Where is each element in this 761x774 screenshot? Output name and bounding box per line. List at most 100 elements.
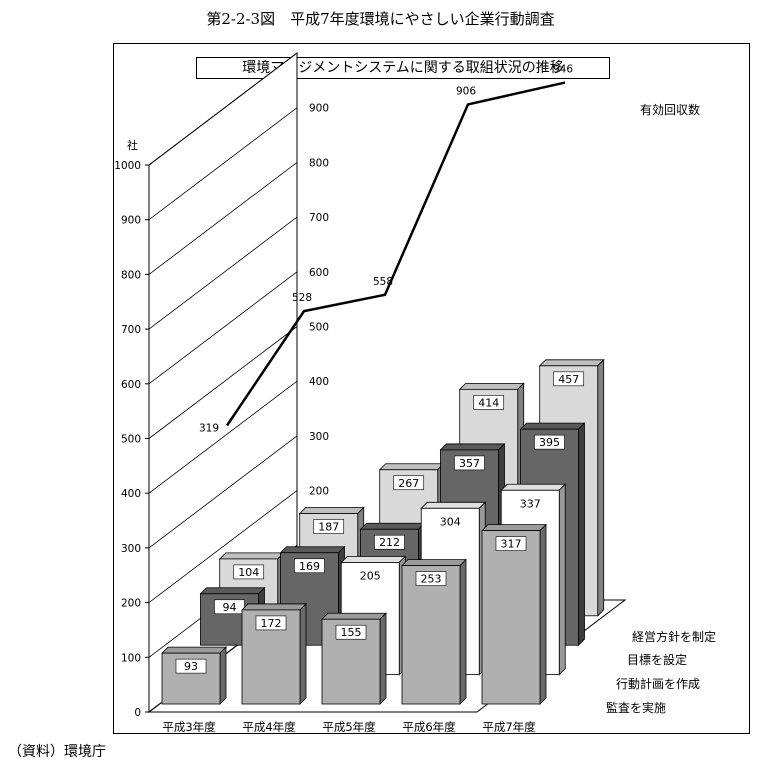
y2-tick-label: 800 [309, 157, 329, 169]
bar-value-label: 304 [440, 515, 461, 528]
y2-tick-label: 900 [309, 103, 329, 115]
data-label-box [233, 564, 265, 580]
y-gridline [148, 107, 298, 221]
bar-side [459, 558, 467, 705]
y-tick-label: 1000 [114, 160, 141, 172]
bar-top [378, 463, 445, 471]
line-value-label: 946 [553, 64, 573, 76]
bar-value-label: 94 [222, 601, 236, 614]
y-gridline [148, 271, 298, 385]
bar-top [500, 483, 567, 491]
bar-top [218, 552, 285, 560]
chart-title: 環境マネジメントシステムに関する取組状況の推移 [196, 57, 610, 79]
y-tick-label: 100 [121, 652, 141, 664]
line-series-label: 有効回収数 [640, 102, 700, 117]
bar [401, 565, 461, 705]
data-label-box [374, 534, 405, 550]
y2-tick-label: 700 [309, 212, 329, 224]
data-label-box [393, 475, 425, 491]
bar-value-label: 212 [379, 536, 400, 549]
bar-value-label: 357 [459, 457, 480, 470]
bar-value-label: 205 [360, 569, 381, 582]
y2-tick-label: 300 [309, 431, 329, 443]
bar-value-label: 187 [318, 521, 339, 534]
y-axis-unit-label: 社 [127, 138, 138, 152]
y2-tick-label: 600 [309, 267, 329, 279]
bar-value-label: 457 [558, 373, 579, 386]
bar-top [298, 507, 365, 514]
bar-top [458, 382, 525, 390]
bar-top [199, 587, 266, 595]
bar-value-label: 337 [520, 497, 541, 510]
bar-side [578, 422, 585, 647]
bar-top [321, 612, 387, 620]
bar-top [519, 422, 586, 430]
bar-top [359, 522, 426, 530]
y2-tick-label: 200 [309, 486, 329, 498]
bar-side [539, 523, 547, 705]
bar-value-label: 267 [398, 477, 419, 490]
y-tick-label: 500 [121, 434, 141, 446]
y-tick-label: 0 [134, 707, 141, 719]
bar-value-label: 414 [478, 396, 499, 409]
y-tick-label: 600 [121, 379, 141, 391]
y2-tick-label: 400 [309, 376, 329, 388]
data-label-box [355, 568, 386, 583]
y-tick-label: 900 [121, 215, 141, 227]
bar-side [379, 612, 387, 705]
category-label: 平成6年度 [402, 720, 456, 734]
bar-top [241, 603, 307, 611]
bar-top [481, 524, 547, 532]
data-label-box [435, 514, 466, 529]
y2-tick-label: 500 [309, 322, 329, 334]
data-label-box [454, 455, 485, 471]
bar-value-label: 104 [238, 566, 259, 579]
series-label: 行動計画を作成 [616, 676, 700, 691]
data-label-box [255, 615, 287, 631]
data-label-box [495, 536, 527, 551]
y-gridline [148, 216, 298, 330]
data-label-box [294, 558, 325, 574]
line-value-label: 558 [373, 276, 393, 288]
chart-frame [113, 43, 750, 734]
bar-value-label: 317 [501, 538, 522, 551]
y-gridline [148, 490, 298, 603]
y-gridline [148, 380, 298, 494]
bar-top [439, 443, 506, 451]
bar-value-label: 172 [261, 617, 282, 630]
bar-value-label: 93 [184, 660, 198, 673]
category-label: 平成4年度 [242, 720, 296, 734]
bar-value-label: 395 [539, 436, 560, 449]
line-series [225, 81, 566, 427]
category-label: 平成3年度 [162, 720, 216, 734]
bar [481, 530, 541, 705]
bar-side [558, 483, 566, 676]
series-label: 監査を実施 [606, 700, 666, 715]
bar-value-label: 155 [341, 626, 362, 639]
y-gridline [148, 162, 298, 275]
data-label-box [214, 599, 245, 615]
bar-top [279, 546, 346, 554]
series-label: 経営方針を制定 [632, 629, 716, 644]
bar-value-label: 253 [421, 573, 442, 586]
line-value-label: 528 [292, 292, 312, 304]
data-label-box [335, 624, 367, 640]
category-label: 平成7年度 [482, 720, 536, 734]
bar-top [538, 359, 605, 367]
line-value-label: 319 [199, 423, 219, 435]
figure-title: 第2-2-3図 平成7年度環境にやさしい企業行動調査 [206, 10, 555, 28]
y-tick-label: 700 [121, 324, 141, 336]
line-value-label: 906 [456, 85, 476, 97]
bar-value-label: 169 [299, 560, 320, 573]
category-label: 平成5年度 [322, 720, 376, 734]
bar-top [340, 556, 407, 563]
y-gridline [148, 435, 298, 549]
data-label-box [515, 496, 546, 511]
y-tick-label: 200 [121, 598, 141, 610]
bar-side [597, 358, 605, 617]
data-label-box [534, 434, 565, 450]
data-label-box [473, 395, 505, 410]
source-note: （資料）環境庁 [8, 744, 106, 760]
y-gridline [148, 326, 298, 439]
